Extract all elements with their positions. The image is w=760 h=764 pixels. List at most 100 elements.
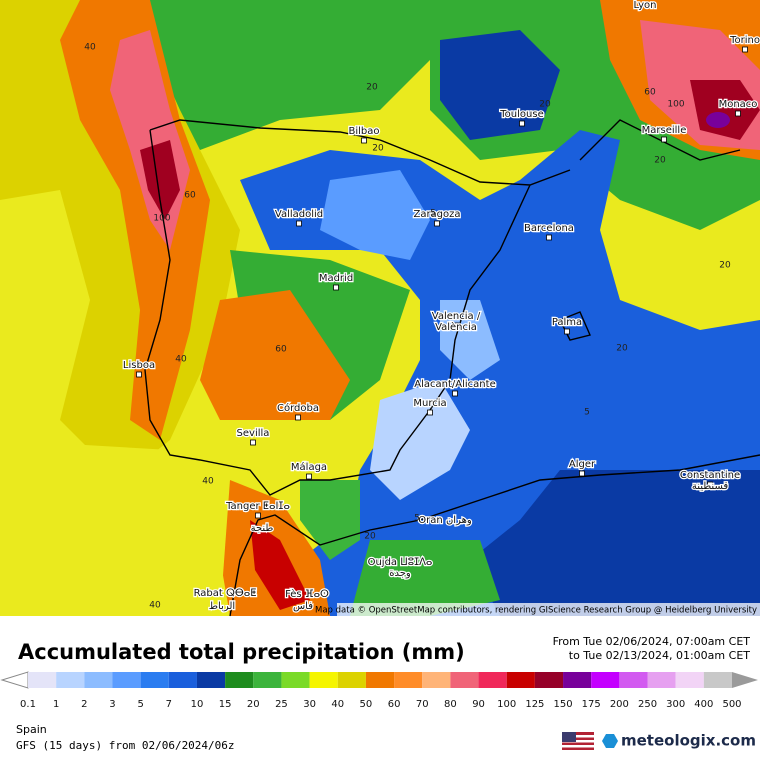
color-swatch bbox=[675, 672, 704, 688]
contour-label: 20 bbox=[372, 144, 384, 154]
legend-tick-label: 1 bbox=[53, 699, 59, 710]
color-swatch bbox=[196, 672, 226, 688]
region: Spain bbox=[16, 723, 47, 736]
contour-labels: 40 20 20 20 60 100 20 60 100 5 60 40 20 5 40 5 20 40 20 bbox=[84, 43, 731, 611]
city-label: الرباط bbox=[209, 601, 235, 612]
city-dot bbox=[564, 328, 570, 335]
legend-tick-label: 70 bbox=[416, 699, 429, 710]
city-label: Zaragoza bbox=[413, 209, 460, 220]
city-label: Tanger ⵟⴰⵏⵊⴰ bbox=[225, 501, 290, 512]
legend-tick-label: 30 bbox=[303, 699, 316, 710]
legend-tick-label: 250 bbox=[638, 699, 657, 710]
legend-tick-label: 25 bbox=[275, 699, 288, 710]
color-swatch bbox=[506, 672, 535, 688]
color-swatch bbox=[394, 672, 423, 688]
city-label: Córdoba bbox=[277, 402, 319, 414]
contour-label: 100 bbox=[667, 100, 684, 110]
color-swatch bbox=[337, 672, 366, 688]
contour-label: 20 bbox=[539, 100, 551, 110]
legend-tick-label: 40 bbox=[331, 699, 344, 710]
legend-tick-label: 3 bbox=[109, 699, 115, 710]
city-label: Monaco bbox=[719, 99, 758, 110]
contour-label: 100 bbox=[153, 214, 170, 224]
city-label: Barcelona bbox=[524, 223, 574, 234]
city-label: Palma bbox=[552, 317, 582, 328]
legend-tick-label: 60 bbox=[388, 699, 401, 710]
city-dot bbox=[707, 481, 713, 488]
brand: meteologix.com bbox=[621, 732, 756, 750]
legend-tick-label: 15 bbox=[219, 699, 232, 710]
legend-tick-label: 90 bbox=[472, 699, 485, 710]
city-label: Rabat ⵕⴱⴰⵟ bbox=[194, 588, 257, 599]
legend-tick-label: 300 bbox=[666, 699, 685, 710]
city-dot bbox=[519, 120, 525, 127]
city-dot bbox=[661, 136, 667, 143]
city-label: Fès ⴼⴰⵙ bbox=[285, 588, 329, 600]
city-label: Murcia bbox=[413, 398, 446, 409]
city-dot bbox=[742, 46, 748, 53]
date-from: From Tue 02/06/2024, 07:00am CET bbox=[553, 635, 751, 648]
legend-tick-label: 20 bbox=[247, 699, 260, 710]
date-to: to Tue 02/13/2024, 01:00am CET bbox=[569, 649, 751, 662]
color-swatch bbox=[591, 672, 620, 688]
color-swatch bbox=[281, 672, 310, 688]
city-labels: Lyon Torino Monaco Marseille Toulouse Bilbao V… bbox=[122, 0, 760, 613]
city-label: Madrid bbox=[319, 273, 353, 284]
contour-label: 20 bbox=[364, 532, 376, 542]
over-arrow bbox=[732, 672, 758, 688]
color-swatch bbox=[534, 672, 564, 688]
contour-label: 60 bbox=[184, 191, 196, 201]
color-swatch bbox=[168, 672, 197, 688]
color-swatch bbox=[450, 672, 479, 688]
city-label: Oujda ⵡⵓⵊⴷⴰ bbox=[368, 557, 433, 568]
city-label: Marseille bbox=[642, 125, 687, 136]
city-label: València bbox=[435, 321, 477, 333]
legend-tick-label: 5 bbox=[137, 699, 143, 710]
contour-label: 40 bbox=[202, 477, 214, 487]
legend-tick-label: 200 bbox=[610, 699, 629, 710]
city-dot bbox=[361, 137, 367, 144]
color-swatch bbox=[140, 672, 169, 688]
map: Map data © OpenStreetMap contributors, r… bbox=[0, 0, 760, 617]
contour-label: 60 bbox=[275, 345, 287, 355]
legend-tick-label: 50 bbox=[360, 699, 373, 710]
color-swatch bbox=[703, 672, 732, 688]
city-dot bbox=[452, 390, 458, 397]
color-swatch bbox=[563, 672, 592, 688]
legend-tick-label: 100 bbox=[497, 699, 516, 710]
contour-label: 60 bbox=[644, 88, 656, 98]
attribution: Map data © OpenStreetMap contributors, r… bbox=[315, 606, 757, 616]
city-dot bbox=[295, 414, 301, 421]
color-swatch bbox=[619, 672, 648, 688]
city-dot bbox=[427, 409, 433, 416]
contour-label: 40 bbox=[149, 601, 161, 611]
city-label: Lisboa bbox=[123, 360, 155, 371]
model-run: GFS (15 days) from 02/06/2024/06z bbox=[16, 739, 235, 752]
contour-label: 40 bbox=[84, 43, 96, 53]
city-dot bbox=[333, 284, 339, 291]
color-swatch bbox=[309, 672, 338, 688]
contour-label: 40 bbox=[175, 355, 187, 365]
city-dot bbox=[255, 512, 261, 519]
city-label: طنجة bbox=[251, 523, 274, 534]
legend-tick-label: 0.1 bbox=[20, 699, 36, 710]
contour-label: 20 bbox=[366, 83, 378, 93]
color-swatch bbox=[647, 672, 676, 688]
legend-tick-label: 2 bbox=[81, 699, 87, 710]
color-swatch bbox=[422, 672, 451, 688]
city-label: فاس bbox=[293, 601, 313, 612]
color-swatch bbox=[253, 672, 282, 688]
flag bbox=[562, 732, 594, 750]
legend-tick-label: 150 bbox=[553, 699, 572, 710]
city-label: Torino bbox=[729, 35, 760, 46]
contour-label: 20 bbox=[616, 344, 628, 354]
legend-tick-label: 10 bbox=[191, 699, 204, 710]
city-label: Valencia / bbox=[432, 311, 481, 322]
legend-tick-label: 80 bbox=[444, 699, 457, 710]
contour-label: 20 bbox=[719, 261, 731, 271]
legend-tick-label: 175 bbox=[582, 699, 601, 710]
legend-tick-label: 500 bbox=[722, 699, 741, 710]
legend-tick-label: 400 bbox=[694, 699, 713, 710]
contour-label: 20 bbox=[654, 156, 666, 166]
